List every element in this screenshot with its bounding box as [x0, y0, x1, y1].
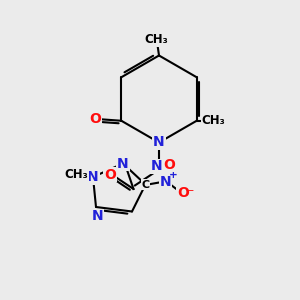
Text: H: H [164, 160, 173, 173]
Text: N: N [92, 209, 103, 224]
Text: CH₃: CH₃ [64, 167, 88, 181]
Text: CH₃: CH₃ [201, 114, 225, 127]
Text: ⁻: ⁻ [187, 187, 193, 200]
Text: O: O [89, 112, 101, 126]
Text: N: N [117, 157, 129, 170]
Text: C: C [141, 179, 150, 190]
Text: +: + [169, 170, 178, 181]
Text: N: N [151, 160, 162, 173]
Text: O: O [164, 158, 175, 172]
Text: N: N [87, 170, 99, 184]
Text: CH₃: CH₃ [145, 33, 169, 46]
Text: N: N [153, 136, 165, 149]
Text: O: O [177, 186, 189, 200]
Text: N: N [160, 175, 172, 189]
Text: O: O [104, 168, 116, 182]
